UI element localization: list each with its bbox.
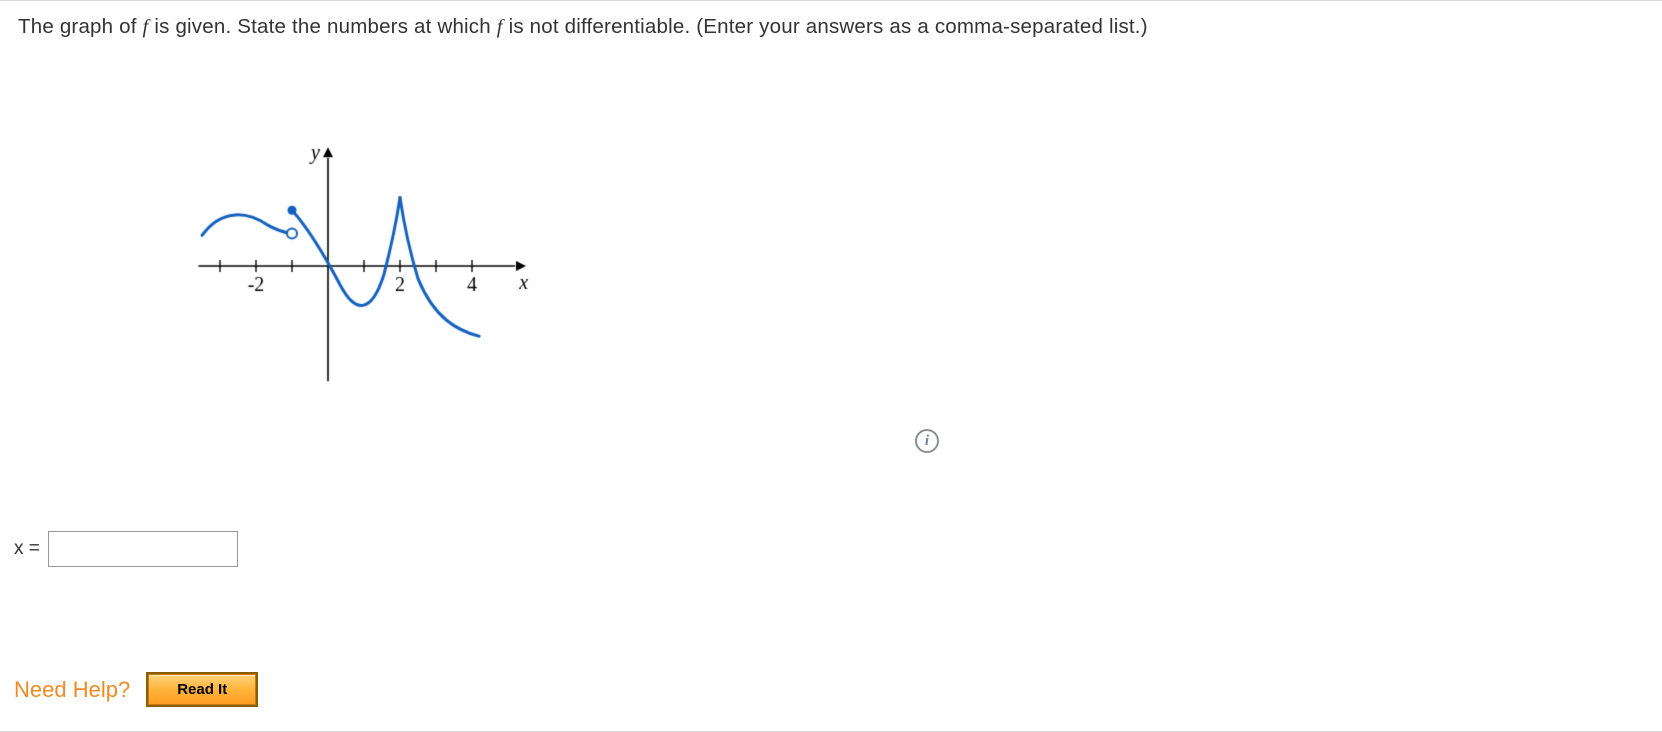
- read-it-button[interactable]: Read It: [148, 674, 256, 705]
- question-mid2: is not differentiable. (Enter your answe…: [503, 15, 1148, 38]
- problem-container: The graph of f is given. State the numbe…: [0, 0, 1662, 732]
- answer-row: x =: [14, 531, 238, 567]
- question-mid1: is given. State the numbers at which: [148, 15, 496, 38]
- answer-label: x =: [14, 538, 40, 560]
- info-glyph: i: [925, 433, 929, 450]
- info-icon[interactable]: i: [915, 429, 939, 453]
- answer-input[interactable]: [48, 531, 238, 567]
- question-text: The graph of f is given. State the numbe…: [18, 15, 1644, 39]
- need-help-label: Need Help?: [14, 677, 130, 703]
- graph-canvas: [190, 111, 590, 391]
- help-row: Need Help? Read It: [14, 674, 256, 705]
- graph: [190, 111, 590, 391]
- question-prefix: The graph of: [18, 15, 143, 38]
